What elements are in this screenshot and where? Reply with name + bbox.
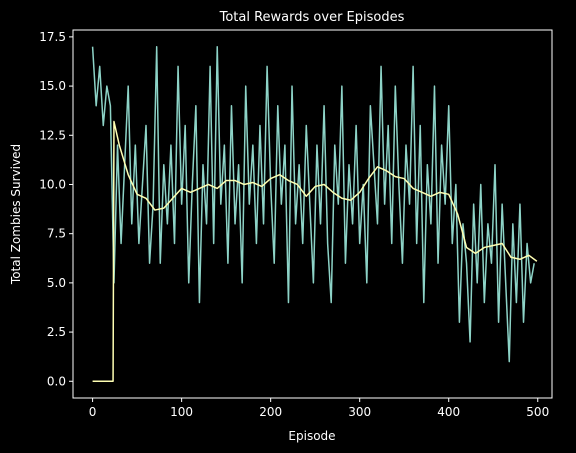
x-tick-label: 0 — [89, 405, 97, 419]
x-tick-label: 400 — [437, 405, 460, 419]
x-tick-label: 300 — [348, 405, 371, 419]
y-tick-label: 7.5 — [47, 227, 66, 241]
y-tick-label: 15.0 — [39, 79, 66, 93]
y-axis-label: Total Zombies Survived — [9, 144, 23, 285]
series-line — [92, 120, 538, 383]
chart-title: Total Rewards over Episodes — [219, 10, 405, 25]
y-tick-label: 17.5 — [39, 30, 66, 44]
x-tick-label: 200 — [259, 405, 282, 419]
x-tick-label: 100 — [170, 405, 193, 419]
plot-frame — [72, 29, 553, 399]
x-tick-label: 500 — [526, 405, 549, 419]
y-tick-label: 2.5 — [47, 325, 66, 339]
y-tick-label: 10.0 — [39, 177, 66, 191]
y-tick-label: 5.0 — [47, 276, 66, 290]
y-tick-label: 12.5 — [39, 128, 66, 142]
x-axis-label: Episode — [288, 429, 335, 443]
y-tick-label: 0.0 — [47, 374, 66, 388]
series-line — [91, 45, 535, 363]
